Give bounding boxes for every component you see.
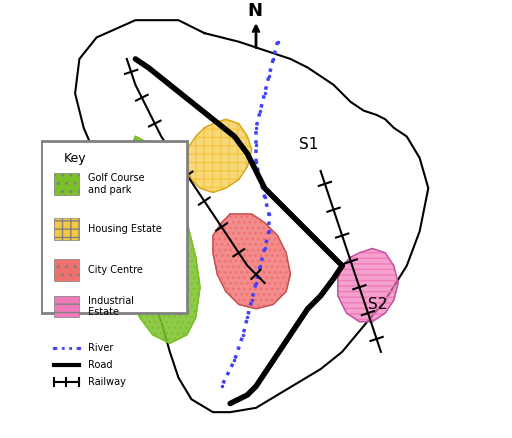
Text: S2: S2 xyxy=(368,297,388,312)
Text: Housing Estate: Housing Estate xyxy=(88,224,162,234)
Text: Railway: Railway xyxy=(88,377,126,387)
Text: River: River xyxy=(88,343,113,353)
Bar xyxy=(54,173,79,194)
Text: Road: Road xyxy=(88,360,113,370)
Polygon shape xyxy=(213,214,290,309)
Polygon shape xyxy=(338,248,398,321)
Text: N: N xyxy=(247,2,262,20)
Text: Industrial
Estate: Industrial Estate xyxy=(88,296,134,318)
Polygon shape xyxy=(118,137,200,343)
Bar xyxy=(54,296,79,318)
Bar xyxy=(54,259,79,281)
FancyBboxPatch shape xyxy=(40,141,187,313)
Text: S1: S1 xyxy=(299,138,318,152)
Text: Golf Course
and park: Golf Course and park xyxy=(88,173,144,194)
Polygon shape xyxy=(187,119,252,192)
Text: Key: Key xyxy=(64,152,87,165)
Polygon shape xyxy=(75,20,429,412)
Text: City Centre: City Centre xyxy=(88,265,143,275)
Bar xyxy=(54,218,79,240)
